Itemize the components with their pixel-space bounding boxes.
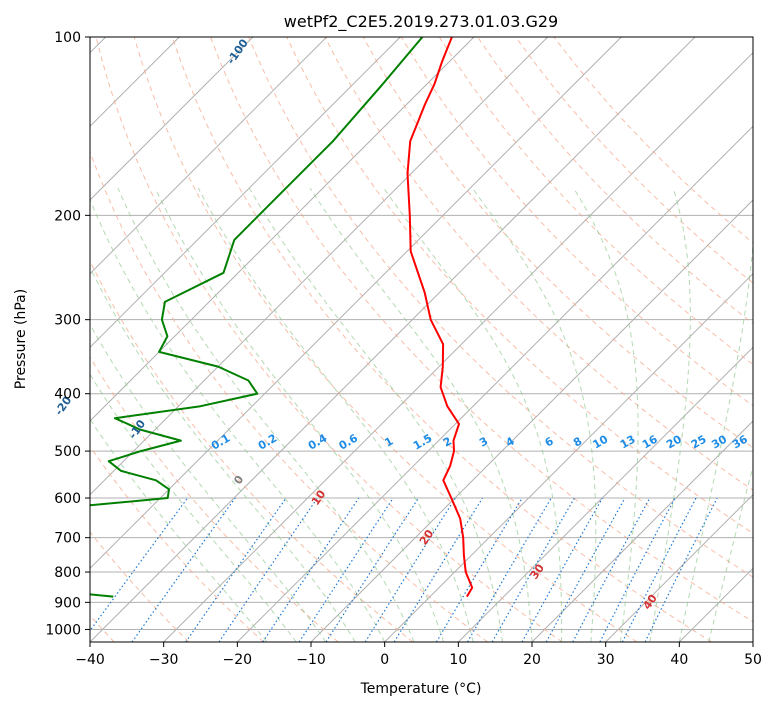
mixing-ratio-line bbox=[545, 497, 626, 642]
mixing-ratio-line bbox=[572, 497, 651, 642]
mixing-ratio-line bbox=[621, 497, 697, 642]
mixing-ratio-line bbox=[599, 497, 676, 642]
isotherm-line bbox=[90, 37, 549, 496]
dry-adiabat-line bbox=[90, 259, 414, 642]
mixing-ratio-line bbox=[644, 497, 718, 642]
dry-adiabat-line bbox=[438, 37, 753, 366]
moist-adiabat-line bbox=[90, 266, 356, 642]
x-tick-label: 40 bbox=[670, 652, 688, 668]
moist-adiabat-line bbox=[90, 323, 327, 642]
moist-adiabat-line bbox=[309, 187, 533, 642]
isotherm-line bbox=[605, 493, 753, 642]
moist-adiabat-line bbox=[197, 187, 474, 642]
y-tick-label: 200 bbox=[54, 208, 81, 224]
isotherm-line bbox=[531, 420, 753, 642]
dry-adiabat-line bbox=[90, 150, 488, 642]
isotherm-line bbox=[90, 37, 622, 570]
y-tick-label: 300 bbox=[54, 313, 81, 329]
sounding-profiles bbox=[90, 37, 474, 598]
x-axis-label: Temperature (°C) bbox=[360, 681, 482, 697]
isotherm-line bbox=[457, 346, 753, 642]
x-axis-ticks: −40 −30 −20 −10 0 10 20 30 40 50 bbox=[75, 642, 762, 668]
y-tick-label: 700 bbox=[54, 531, 81, 547]
isotherm-line bbox=[236, 125, 753, 642]
moist-adiabat-line bbox=[678, 238, 753, 642]
y-tick-label: 100 bbox=[54, 30, 81, 46]
moist-adiabat-line bbox=[383, 187, 563, 642]
isotherm-line bbox=[90, 37, 254, 201]
dry-adiabat-line bbox=[171, 37, 712, 642]
isotherm-line bbox=[384, 272, 753, 642]
plot-frame bbox=[89, 36, 754, 643]
dry-adiabat-line bbox=[133, 37, 638, 642]
dry-adiabat-line bbox=[90, 445, 264, 642]
y-tick-label: 800 bbox=[54, 565, 81, 581]
moist-adiabat-line bbox=[471, 187, 597, 642]
dry-adiabat-line bbox=[400, 37, 753, 407]
chart-title: wetPf2_C2E5.2019.273.01.03.G29 bbox=[284, 12, 558, 32]
dry-adiabat-line bbox=[95, 37, 563, 642]
mixing-ratio-line bbox=[131, 497, 236, 642]
x-tick-label: −30 bbox=[149, 652, 179, 668]
mixing-ratio-line bbox=[90, 497, 189, 632]
x-tick-label: 10 bbox=[449, 652, 467, 668]
moist-adiabat-line bbox=[117, 187, 415, 642]
x-tick-label: −40 bbox=[75, 652, 105, 668]
moist-adiabat-line bbox=[154, 187, 445, 642]
dry-adiabat-line bbox=[286, 37, 753, 534]
y-tick-label: 400 bbox=[54, 387, 81, 403]
dry-adiabat-line bbox=[90, 356, 339, 642]
moist-adiabat-line bbox=[573, 187, 639, 642]
mixing-ratio-line bbox=[262, 497, 360, 642]
dry-adiabat-line bbox=[90, 531, 190, 642]
y-tick-label: 600 bbox=[54, 491, 81, 507]
mixing-ratio-line bbox=[393, 497, 484, 642]
x-tick-label: 20 bbox=[523, 652, 541, 668]
sounding-line bbox=[406, 37, 474, 598]
moist-adiabat-line bbox=[90, 418, 268, 642]
isotherm-line bbox=[90, 37, 401, 349]
moist-adiabat-line bbox=[248, 187, 503, 642]
moist-adiabat-line bbox=[649, 188, 691, 642]
isotherm-line bbox=[90, 37, 696, 642]
mixing-ratio-line bbox=[435, 497, 523, 642]
x-tick-label: −10 bbox=[296, 652, 326, 668]
mixing-ratio-line bbox=[364, 497, 456, 642]
y-tick-label: 500 bbox=[54, 444, 81, 460]
moist-adiabat-line bbox=[708, 464, 753, 642]
x-tick-label: 30 bbox=[597, 652, 615, 668]
dry-adiabat-line bbox=[248, 37, 753, 578]
y-axis-ticks: 100 200 300 400 500 600 700 800 900 1000 bbox=[45, 30, 90, 638]
sounding-line bbox=[90, 37, 424, 598]
dry-adiabat-line bbox=[210, 37, 753, 623]
x-tick-label: 0 bbox=[380, 652, 389, 668]
isotherm-line bbox=[90, 37, 328, 275]
y-tick-label: 1000 bbox=[45, 622, 81, 638]
background-lines bbox=[90, 37, 753, 642]
x-tick-label: 50 bbox=[744, 652, 762, 668]
moist-adiabat-line bbox=[90, 373, 297, 642]
y-tick-label: 900 bbox=[54, 595, 81, 611]
isotherm-line bbox=[90, 37, 475, 422]
dry-adiabat-line bbox=[515, 37, 753, 284]
x-tick-label: −20 bbox=[223, 652, 253, 668]
y-axis-label: Pressure (hPa) bbox=[13, 289, 29, 389]
isotherm-line bbox=[163, 51, 753, 642]
